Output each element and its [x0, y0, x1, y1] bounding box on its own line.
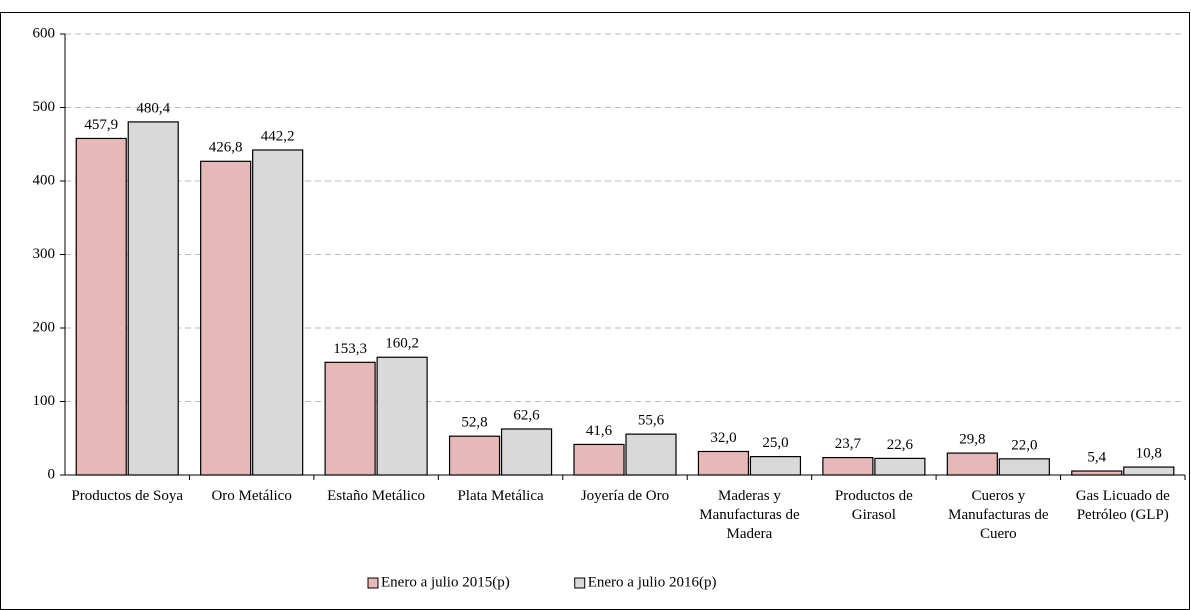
data-label: 23,7	[835, 436, 862, 452]
x-tick-label: Joyería de Oro	[580, 488, 670, 504]
data-label: 480,4	[136, 100, 170, 116]
bar	[573, 443, 625, 476]
bar	[998, 458, 1050, 476]
bar	[697, 450, 750, 476]
y-tick-label: 200	[33, 319, 56, 335]
data-label: 160,2	[385, 336, 419, 352]
bar	[252, 149, 304, 476]
bar	[874, 457, 926, 476]
x-tick-label: Productos de Girasol	[834, 488, 913, 523]
legend-label: Enero a julio 2015(p)	[381, 574, 510, 590]
data-label: 22,0	[1011, 437, 1037, 453]
data-label: 29,8	[959, 432, 985, 448]
x-tick-label: Plata Metálica	[457, 488, 544, 504]
x-tick-label: Gas Licuado de Petróleo (GLP)	[1075, 488, 1170, 523]
x-tick-label: Oro Metálico	[211, 488, 292, 504]
bar	[749, 456, 802, 476]
data-label: 5,4	[1087, 449, 1106, 465]
legend-label: Enero a julio 2016(p)	[588, 574, 717, 590]
bar	[127, 121, 179, 476]
data-label: 457,9	[84, 117, 118, 133]
data-label: 32,0	[710, 430, 736, 446]
bar	[448, 435, 501, 476]
data-label: 52,8	[461, 415, 487, 431]
data-label: 41,6	[586, 423, 613, 439]
bar	[75, 137, 127, 476]
y-tick-label: 400	[33, 172, 56, 188]
data-label: 22,6	[887, 437, 914, 453]
x-tick-label: Estaño Metálico	[327, 488, 426, 504]
data-label: 153,3	[333, 341, 367, 357]
bar	[324, 361, 376, 476]
data-label: 62,6	[513, 407, 540, 423]
bar	[1071, 470, 1123, 476]
data-label: 426,8	[209, 140, 243, 156]
y-tick-label: 100	[33, 393, 56, 409]
bar	[200, 160, 252, 476]
y-tick-label: 0	[48, 466, 56, 482]
bar	[376, 356, 428, 476]
data-label: 55,6	[638, 413, 665, 429]
bar	[1123, 466, 1175, 476]
x-tick-label: Cueros y Manufacturas de Cuero	[948, 488, 1049, 542]
bar	[822, 456, 874, 476]
data-label: 442,2	[261, 128, 295, 144]
data-label: 25,0	[762, 435, 788, 451]
data-label: 10,8	[1136, 445, 1162, 461]
y-tick-label: 300	[33, 246, 56, 262]
x-tick-label: Maderas y Manufacturas de Madera	[699, 488, 800, 542]
y-tick-label: 600	[33, 25, 56, 41]
bar	[500, 428, 553, 476]
legend-swatch	[574, 577, 586, 589]
bar	[946, 452, 998, 476]
bar	[625, 433, 677, 476]
y-tick-label: 500	[33, 99, 56, 115]
x-tick-label: Productos de Soya	[71, 488, 184, 504]
legend-swatch	[367, 577, 379, 589]
